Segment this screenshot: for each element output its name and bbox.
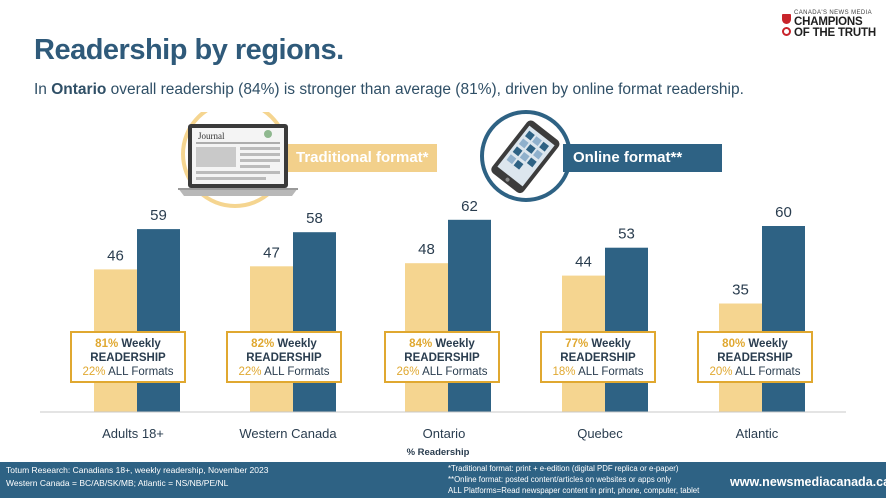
callout-weekly: 77% Weekly [542, 337, 654, 351]
page-subtitle: In Ontario overall readership (84%) is s… [34, 81, 744, 99]
bar-online-2 [448, 219, 491, 412]
callout-all-formats: 26% ALL Formats [386, 365, 498, 379]
callout-all-pct: 18% [552, 366, 576, 378]
callout-weekly-word: Weekly [745, 338, 788, 350]
callout-readership: READERSHIP [246, 352, 322, 364]
subtitle-post: overall readership (84%) is stronger tha… [106, 81, 744, 98]
category-label: Adults 18+ [102, 426, 164, 441]
logo-circle-icon [782, 27, 791, 36]
champions-logo: CANADA'S NEWS MEDIA CHAMPIONS OF THE TRU… [782, 10, 878, 40]
callout-weekly-pct: 81% [95, 338, 119, 350]
callout-all-pct: 22% [238, 366, 262, 378]
phone-icon [480, 110, 572, 202]
callout-weekly-word: Weekly [118, 338, 161, 350]
logo-shield-icon [782, 14, 791, 24]
callout-weekly: 81% Weekly [72, 337, 184, 351]
footer-note-online: **Online format: posted content/articles… [448, 475, 672, 484]
readership-bar-chart: 46 59 Adults 18+ 47 58 Western Canada 48 62 Onta… [40, 198, 846, 458]
logo-line2: OF THE TRUTH [794, 27, 876, 39]
bar-value-label: 44 [575, 254, 592, 271]
footer-note-traditional: *Traditional format: print + e-edition (… [448, 464, 679, 473]
category-label: Ontario [423, 426, 466, 441]
logo-small-text: CANADA'S NEWS MEDIA [794, 10, 873, 16]
callout-weekly: 82% Weekly [228, 337, 340, 351]
weekly-readership-callout: 81% Weekly READERSHIP 22% ALL Formats [70, 331, 186, 383]
bar-online-3 [605, 247, 648, 412]
bar-value-label: 58 [306, 210, 323, 227]
weekly-readership-callout: 82% Weekly READERSHIP 22% ALL Formats [226, 331, 342, 383]
logo-line1: CHAMPIONS [794, 16, 863, 28]
legend-traditional: Traditional format* [288, 144, 437, 172]
bar-online-1 [293, 232, 336, 412]
bar-value-label: 62 [461, 198, 478, 215]
category-label: Quebec [577, 426, 623, 441]
footer-source-line2: Western Canada = BC/AB/SK/MB; Atlantic =… [6, 478, 229, 488]
callout-all-word: ALL Formats [419, 366, 488, 378]
callout-all-pct: 22% [82, 366, 106, 378]
bar-value-label: 47 [263, 244, 280, 261]
bar-value-label: 46 [107, 247, 124, 264]
bar-value-label: 48 [418, 241, 435, 258]
footer-note-all: ALL Platforms=Read newspaper content in … [448, 486, 700, 495]
footer-source-line1: Totum Research: Canadians 18+, weekly re… [6, 465, 269, 475]
callout-weekly-word: Weekly [274, 338, 317, 350]
subtitle-highlight: Ontario [51, 81, 107, 98]
bar-value-label: 53 [618, 226, 635, 243]
bar-value-label: 59 [150, 207, 167, 224]
callout-readership: READERSHIP [717, 352, 793, 364]
callout-all-formats: 22% ALL Formats [72, 365, 184, 379]
page-title: Readership by regions. [34, 34, 344, 66]
callout-all-formats: 22% ALL Formats [228, 365, 340, 379]
callout-all-pct: 20% [709, 366, 733, 378]
callout-all-formats: 18% ALL Formats [542, 365, 654, 379]
x-axis-title: % Readership [407, 447, 470, 458]
weekly-readership-callout: 77% Weekly READERSHIP 18% ALL Formats [540, 331, 656, 383]
weekly-readership-callout: 84% Weekly READERSHIP 26% ALL Formats [384, 331, 500, 383]
callout-weekly: 84% Weekly [386, 337, 498, 351]
bar-value-label: 35 [732, 282, 749, 299]
weekly-readership-callout: 80% Weekly READERSHIP 20% ALL Formats [697, 331, 813, 383]
callout-all-word: ALL Formats [105, 366, 174, 378]
callout-weekly-pct: 84% [409, 338, 433, 350]
callout-all-word: ALL Formats [261, 366, 330, 378]
subtitle-pre: In [34, 81, 52, 98]
callout-all-pct: 26% [396, 366, 420, 378]
callout-all-formats: 20% ALL Formats [699, 365, 811, 379]
laptop-newspaper-icon: Journal [178, 112, 298, 208]
callout-weekly-pct: 82% [251, 338, 275, 350]
callout-weekly-pct: 77% [565, 338, 589, 350]
legend-online: Online format** [563, 144, 722, 172]
callout-readership: READERSHIP [90, 352, 166, 364]
bar-value-label: 60 [775, 204, 792, 221]
footer: Totum Research: Canadians 18+, weekly re… [0, 462, 886, 498]
callout-all-word: ALL Formats [732, 366, 801, 378]
callout-readership: READERSHIP [404, 352, 480, 364]
category-label: Western Canada [239, 426, 337, 441]
callout-weekly-word: Weekly [588, 338, 631, 350]
footer-url-link[interactable]: www.newsmediacanada.ca [730, 475, 886, 489]
callout-weekly-pct: 80% [722, 338, 746, 350]
callout-weekly-word: Weekly [432, 338, 475, 350]
callout-weekly: 80% Weekly [699, 337, 811, 351]
bar-online-0 [137, 229, 180, 412]
callout-all-word: ALL Formats [575, 366, 644, 378]
laptop-masthead: Journal [198, 131, 225, 141]
bar-online-4 [762, 226, 805, 412]
category-label: Atlantic [736, 426, 779, 441]
callout-readership: READERSHIP [560, 352, 636, 364]
